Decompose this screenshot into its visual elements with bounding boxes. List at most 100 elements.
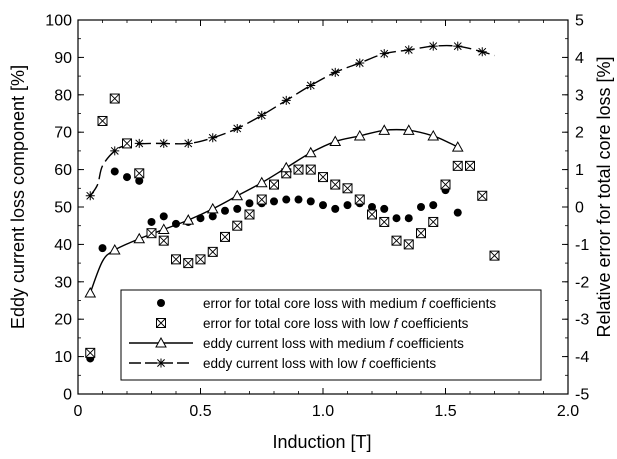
y2-tick-label: -5 xyxy=(575,387,589,404)
legend-label-1: error for total core loss with medium f … xyxy=(203,296,496,311)
data-point-series-3 xyxy=(280,161,293,173)
data-point-series-2 xyxy=(97,115,108,126)
data-point-series-3 xyxy=(378,124,391,135)
x-tick-label: 0 xyxy=(74,403,83,420)
data-point-series-3 xyxy=(182,214,195,225)
y-tick-label: 20 xyxy=(54,312,72,329)
x-tick-label: 0.5 xyxy=(189,403,211,420)
data-point-series-1 xyxy=(196,214,205,223)
data-point-series-1 xyxy=(159,212,168,221)
y2-tick-label: 2 xyxy=(575,125,584,142)
data-point-series-2 xyxy=(428,216,439,227)
data-point-series-4 xyxy=(85,191,95,201)
data-point-series-4 xyxy=(281,95,291,105)
y2-tick-label: 1 xyxy=(575,162,584,179)
y-tick-label: 10 xyxy=(54,349,72,366)
data-point-series-3 xyxy=(451,141,464,152)
y-tick-label: 30 xyxy=(54,274,72,291)
x-axis-title: Induction [T] xyxy=(272,432,371,452)
data-point-series-1 xyxy=(208,212,217,221)
y2-tick-label: 3 xyxy=(575,87,584,104)
data-point-series-4 xyxy=(232,123,242,133)
data-point-series-3 xyxy=(255,176,268,188)
y-axis-title: Eddy current loss component [%] xyxy=(8,65,28,329)
y-tick-label: 0 xyxy=(63,387,72,404)
data-point-series-3 xyxy=(402,124,415,135)
data-point-series-1 xyxy=(135,176,144,185)
data-point-series-1 xyxy=(221,206,229,215)
y2-tick-label: -1 xyxy=(575,237,589,254)
data-point-series-2 xyxy=(367,209,377,220)
legend-marker-1 xyxy=(157,299,165,307)
y2-tick-label: 0 xyxy=(575,200,584,217)
legend-marker-2 xyxy=(156,318,166,328)
data-point-series-3 xyxy=(84,286,97,298)
legend-box xyxy=(120,289,542,381)
data-point-series-2 xyxy=(171,254,181,265)
data-point-series-2 xyxy=(477,190,488,201)
data-point-series-2 xyxy=(232,220,243,231)
x-tick-label: 2.0 xyxy=(557,403,579,420)
data-point-series-1 xyxy=(331,204,340,213)
y-tick-label: 80 xyxy=(54,87,72,104)
data-point-series-2 xyxy=(465,160,475,171)
data-point-series-1 xyxy=(343,201,352,210)
y-tick-label: 60 xyxy=(54,162,72,179)
x-tick-label: 1.5 xyxy=(434,403,456,420)
data-point-series-1 xyxy=(270,197,278,206)
legend: error for total core loss with medium f … xyxy=(120,289,542,381)
y2-tick-label: -2 xyxy=(575,274,589,291)
data-point-series-1 xyxy=(368,203,376,211)
data-point-series-4 xyxy=(183,138,193,148)
data-point-series-2 xyxy=(122,138,132,149)
legend-label-4: eddy current loss with low f coefficient… xyxy=(203,356,436,371)
data-point-series-4 xyxy=(134,138,144,148)
y2-axis-title: Relative error for total core loss [%] xyxy=(594,56,614,337)
data-point-series-4 xyxy=(208,133,218,143)
y-tick-label: 100 xyxy=(45,13,72,30)
data-point-series-2 xyxy=(146,228,157,239)
legend-marker-4 xyxy=(156,358,166,368)
data-point-series-2 xyxy=(452,160,463,171)
data-point-series-1 xyxy=(429,201,438,210)
data-point-series-4 xyxy=(477,47,487,57)
data-point-series-1 xyxy=(453,208,462,217)
data-point-series-4 xyxy=(453,41,463,51)
data-point-series-1 xyxy=(123,173,131,182)
data-point-series-3 xyxy=(133,232,146,244)
data-point-series-4 xyxy=(330,67,340,77)
data-point-series-3 xyxy=(427,129,440,141)
data-point-series-2 xyxy=(379,216,390,227)
data-point-series-1 xyxy=(233,204,242,213)
data-point-series-2 xyxy=(244,209,255,220)
data-point-series-3 xyxy=(231,189,244,201)
data-point-series-2 xyxy=(195,254,206,265)
plot-area xyxy=(84,41,500,363)
data-point-series-2 xyxy=(489,250,500,261)
data-point-series-1 xyxy=(306,197,315,206)
y2-tick-label: -3 xyxy=(575,312,589,329)
data-point-series-2 xyxy=(183,258,194,269)
data-point-series-1 xyxy=(147,217,156,226)
y2-tick-label: -4 xyxy=(575,349,589,366)
data-point-series-4 xyxy=(355,58,365,68)
data-point-series-2 xyxy=(403,239,414,250)
data-point-series-2 xyxy=(207,246,218,257)
data-point-series-1 xyxy=(294,195,303,204)
data-point-series-3 xyxy=(329,135,342,147)
data-point-series-4 xyxy=(257,110,267,120)
data-point-series-1 xyxy=(172,219,180,228)
legend-label-2: error for total core loss with low f coe… xyxy=(203,316,469,331)
y-tick-label: 50 xyxy=(54,200,72,217)
data-point-series-2 xyxy=(256,194,267,205)
data-point-series-2 xyxy=(220,231,230,242)
data-point-series-2 xyxy=(342,183,353,194)
y-tick-label: 70 xyxy=(54,125,72,142)
data-point-series-1 xyxy=(417,203,425,211)
data-point-series-4 xyxy=(428,41,438,51)
data-point-series-3 xyxy=(157,223,170,234)
data-point-series-2 xyxy=(293,164,304,175)
data-point-series-1 xyxy=(392,214,401,223)
